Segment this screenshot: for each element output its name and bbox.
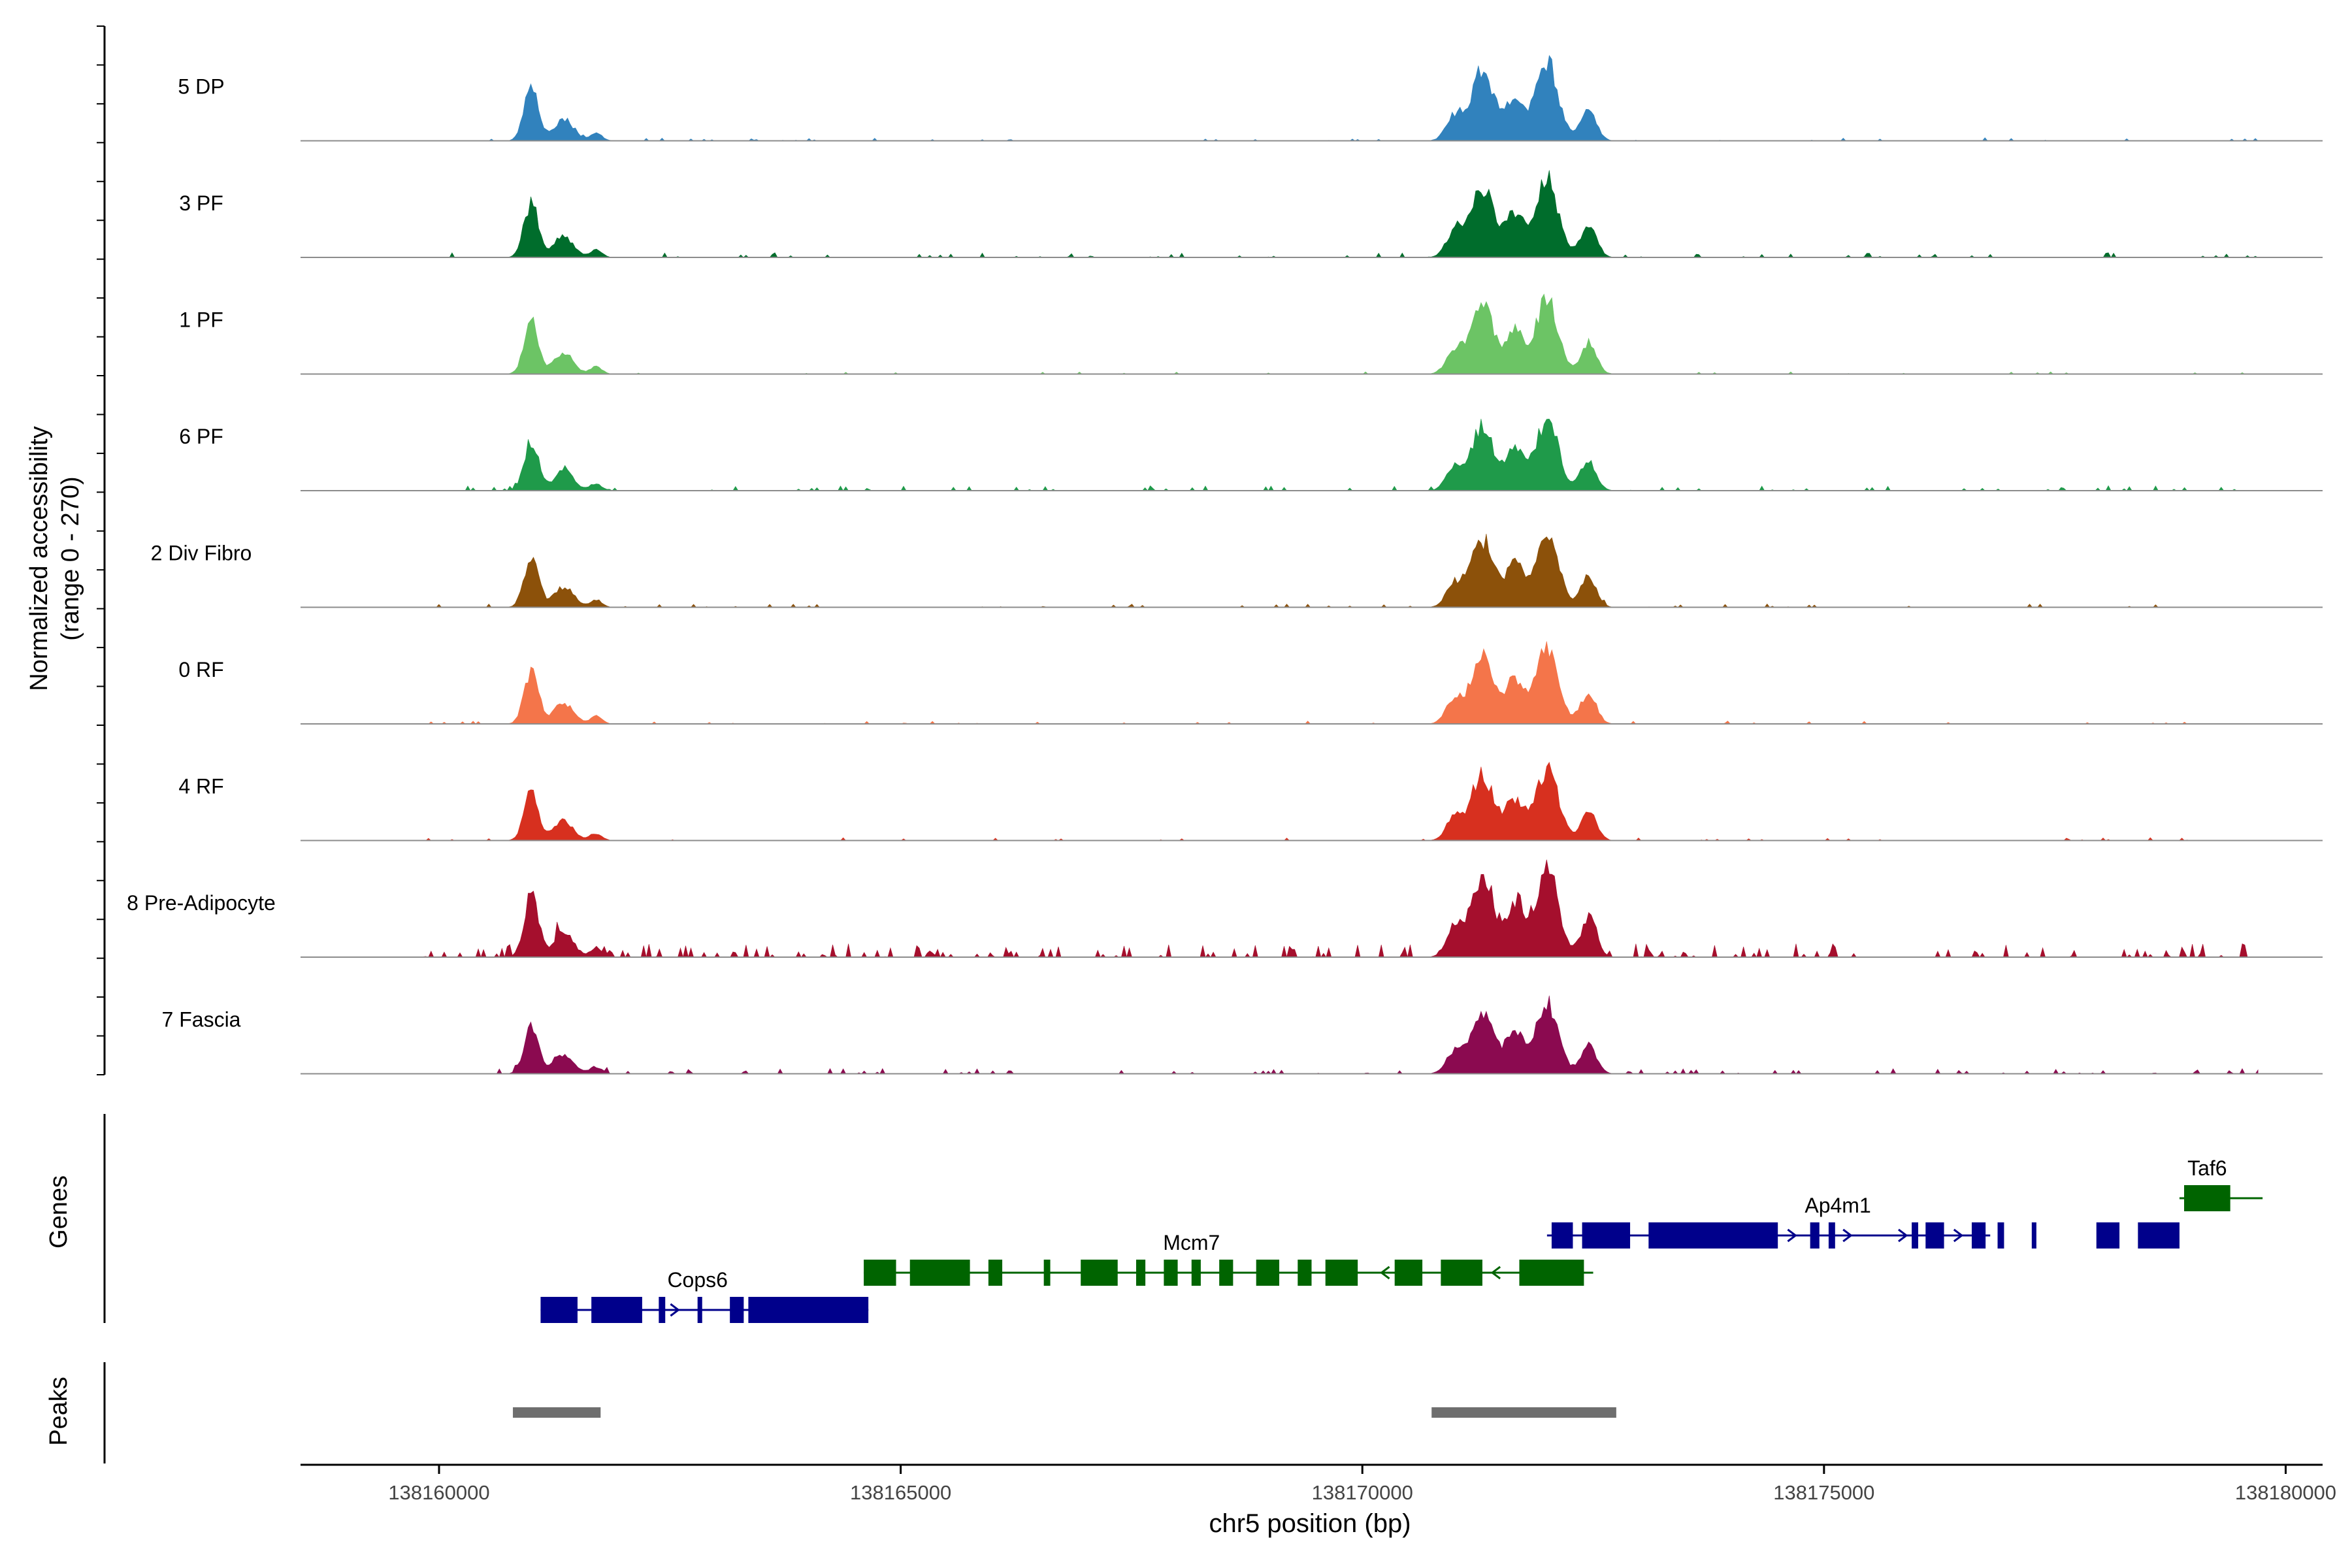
gene-exon <box>591 1297 642 1323</box>
gene-exon <box>1997 1222 2004 1249</box>
coverage-area <box>420 995 2259 1074</box>
gene-cops6: Cops6 <box>540 1268 869 1323</box>
gene-exon <box>2184 1185 2230 1211</box>
coverage-panel: 5 DP 3 PF 1 PF 6 PF 2 Div Fibro 0 RF 4 RF 8 Pre… <box>97 25 2323 1075</box>
gene-exon <box>909 1260 970 1286</box>
coverage-area <box>420 170 2259 258</box>
track-label: 7 Fascia <box>162 1008 241 1032</box>
gene-exon <box>748 1297 869 1323</box>
gene-exon <box>1582 1222 1631 1249</box>
gene-exon <box>1394 1260 1423 1286</box>
track-4-rf: 4 RF <box>178 761 2323 841</box>
gene-exon <box>1325 1260 1358 1286</box>
track-label: 3 PF <box>179 191 223 215</box>
coverage-area <box>420 293 2259 374</box>
coverage-area <box>420 55 2259 141</box>
track-8-pre-adipocyte: 8 Pre-Adipocyte <box>127 859 2323 958</box>
gene-exon <box>2138 1222 2180 1249</box>
track-3-pf: 3 PF <box>179 170 2323 258</box>
gene-exon <box>1971 1222 1986 1249</box>
coverage-area <box>420 418 2259 491</box>
gene-exon <box>864 1260 896 1286</box>
genes-panel: Cops6 Mcm7 Ap4m1 Taf6 <box>103 1114 2263 1323</box>
track-5-dp: 5 DP <box>178 55 2323 142</box>
coverage-area <box>420 641 2259 725</box>
strand-arrow <box>1898 1228 1908 1243</box>
gene-exon <box>1912 1222 1918 1249</box>
gene-label: Ap4m1 <box>1805 1194 1870 1217</box>
gene-exon <box>2031 1222 2036 1249</box>
gene-exon <box>730 1297 744 1323</box>
y-axis-title-main: Normalized accessibility <box>25 426 53 691</box>
gene-exon <box>1135 1260 1146 1286</box>
track-label: 1 PF <box>179 308 223 332</box>
track-0-rf: 0 RF <box>178 641 2323 725</box>
gene-exon <box>1810 1222 1820 1249</box>
strand-arrow <box>1380 1266 1390 1280</box>
gene-exon <box>1551 1222 1573 1249</box>
track-7-fascia: 7 Fascia <box>162 995 2323 1075</box>
strand-arrow <box>1490 1266 1501 1280</box>
y-axis-title: Normalized accessibility (range 0 - 270) <box>25 426 84 691</box>
gene-exon <box>2096 1222 2120 1249</box>
track-label: 0 RF <box>178 658 223 681</box>
peaks-panel <box>103 1362 1616 1463</box>
gene-exon <box>1519 1260 1584 1286</box>
gene-exon <box>697 1297 702 1323</box>
track-6-pf: 6 PF <box>179 418 2323 491</box>
track-1-pf: 1 PF <box>179 293 2323 375</box>
y-axis-title-range: (range 0 - 270) <box>57 476 84 640</box>
gene-exon <box>1925 1222 1944 1249</box>
x-tick-label: 138180000 <box>2235 1481 2336 1504</box>
gene-label: Taf6 <box>2187 1156 2227 1180</box>
gene-exon <box>1043 1260 1051 1286</box>
gene-exon <box>1164 1260 1178 1286</box>
gene-label: Mcm7 <box>1163 1231 1220 1254</box>
gene-exon <box>540 1297 578 1323</box>
gene-mcm7: Mcm7 <box>864 1231 1593 1286</box>
x-axis: 138160000 138165000 138170000 138175000 1381… <box>301 1463 2336 1504</box>
gene-label: Cops6 <box>667 1268 728 1292</box>
gene-exon <box>988 1260 1003 1286</box>
track-label: 6 PF <box>179 425 223 448</box>
track-label: 5 DP <box>178 75 224 99</box>
gene-exon <box>1441 1260 1482 1286</box>
peak-region <box>1431 1407 1616 1418</box>
coverage-area <box>420 533 2259 608</box>
peak-region <box>513 1407 601 1418</box>
gene-exon <box>1256 1260 1280 1286</box>
genes-axis-title: Genes <box>45 1175 73 1249</box>
x-tick-label: 138165000 <box>850 1481 951 1504</box>
gene-ap4m1: Ap4m1 <box>1546 1194 2180 1249</box>
gene-exon <box>1081 1260 1118 1286</box>
gene-exon <box>1828 1222 1835 1249</box>
x-tick-label: 138175000 <box>1773 1481 1874 1504</box>
strand-arrow <box>1787 1228 1797 1243</box>
gene-exon <box>659 1297 666 1323</box>
strand-arrow <box>670 1303 680 1317</box>
gene-exon <box>1191 1260 1201 1286</box>
gene-exon <box>1219 1260 1233 1286</box>
x-tick-label: 138160000 <box>388 1481 489 1504</box>
track-label: 8 Pre-Adipocyte <box>127 891 276 915</box>
strand-arrow <box>1842 1228 1853 1243</box>
track-label: 4 RF <box>178 775 223 798</box>
track-label: 2 Div Fibro <box>151 542 252 565</box>
track-2-div-fibro: 2 Div Fibro <box>151 533 2323 608</box>
x-tick-label: 138170000 <box>1312 1481 1413 1504</box>
x-axis-title: chr5 position (bp) <box>1209 1509 1411 1538</box>
strand-arrow <box>1953 1228 1964 1243</box>
gene-taf6: Taf6 <box>2179 1156 2263 1211</box>
coverage-area <box>420 761 2259 841</box>
peaks-axis-title: Peaks <box>45 1377 73 1446</box>
gene-exon <box>1298 1260 1312 1286</box>
coverage-area <box>420 859 2259 958</box>
gene-exon <box>1648 1222 1778 1249</box>
